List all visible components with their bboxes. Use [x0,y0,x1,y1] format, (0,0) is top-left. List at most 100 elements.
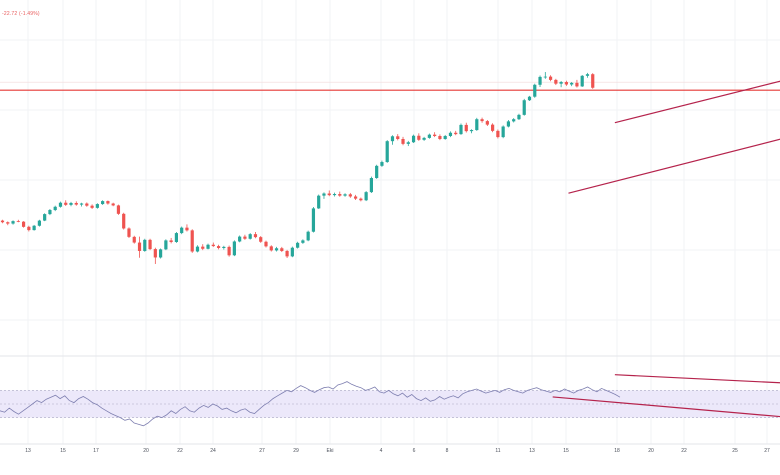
candle-body [517,114,521,120]
candle-body [269,246,273,251]
candle-body [259,237,263,242]
candle-body [290,247,294,257]
candle-body [296,242,300,248]
candle-body [464,124,468,132]
candle-body [148,239,152,250]
candle-body [401,138,405,144]
x-tick-label: 27 [764,448,770,454]
x-tick-label: Eki [327,448,334,454]
x-tick-label: 4 [380,448,383,454]
candle-body [190,230,194,252]
candle-body [111,203,115,206]
candle-body [390,136,395,142]
x-tick-label: 27 [259,448,265,454]
candle-body [369,178,373,193]
rsi-line [0,381,621,427]
candle-body [227,246,231,256]
candle-body [469,130,474,132]
candle-body [343,194,347,196]
candle-body [79,203,84,205]
candle-body [53,206,57,211]
candle-body [195,246,200,252]
candle-body [69,202,73,205]
candle-body [285,250,289,257]
channel-trendlines[interactable] [552,25,780,439]
candle-body [580,75,584,87]
candle-body [543,76,547,78]
candle-body [438,136,442,139]
candle-body [564,82,568,85]
candle-body [522,100,526,115]
candle-body [301,240,305,243]
rsi-channel-upper-line [614,374,780,384]
x-tick-label: 22 [177,448,183,454]
candle-body [512,119,516,122]
candle-body [243,236,247,239]
x-tick-label: 11 [495,448,500,454]
candle-body [433,134,437,137]
candle-body [327,193,331,196]
x-tick-label: 18 [614,448,620,454]
candle-body [417,135,421,140]
x-tick-label: 13 [25,448,31,454]
candle-body [27,226,31,231]
candle-body [364,192,368,201]
candle-body [338,194,342,196]
candle-body [43,214,47,221]
candle-body [280,248,284,251]
candle-body [37,220,41,226]
candle-body [21,221,26,227]
resistance-levels [0,81,780,91]
candle-body [506,121,511,127]
x-tick-label: 29 [293,448,299,454]
candle-body [585,74,590,76]
x-tick-label: 13 [529,448,535,454]
candle-body [6,222,10,224]
x-tick-label: 8 [446,448,449,454]
candle-body [475,119,479,131]
candle-body [16,221,20,222]
x-tick-label: 24 [210,448,216,454]
candle-body [422,137,426,140]
candle-body [496,130,500,138]
candle-body [353,196,358,199]
channel-lower-line [568,138,780,194]
candle-body [375,165,379,179]
candle-body [143,239,147,251]
x-axis: 13 15 17 20 22 24 27 29 Eki 4 6 8 11 13 15 18 20 22 25 27 [25,448,770,454]
rsi-channel-lower-line [552,396,780,418]
candle-body [575,82,579,87]
candle-body [169,240,173,243]
candle-body [116,205,121,214]
x-tick-label: 20 [143,448,149,454]
candle-body [201,246,205,249]
candle-body [306,231,310,241]
x-tick-label: 25 [732,448,738,454]
candle-body [527,96,532,101]
candle-body [485,121,489,125]
candle-body [85,203,89,206]
candle-body [554,79,558,84]
candle-body [132,236,136,243]
candle-body [459,124,463,135]
candle-body [0,220,5,223]
candle-body [443,136,447,139]
candle-body [448,132,453,137]
candle-body [95,204,99,208]
candle-body [159,249,163,258]
candle-body [64,202,68,205]
candle-body [101,201,105,205]
candle-body [248,234,252,239]
candle-body [48,210,52,215]
candle-body [206,244,210,249]
candle-body [211,244,215,247]
rsi-band [0,390,780,418]
candle-body [359,198,363,201]
candle-body [491,124,495,131]
candle-body [380,162,384,166]
x-tick-label: 15 [60,448,66,454]
x-tick-label: 6 [413,448,416,454]
candle-body [411,135,416,143]
